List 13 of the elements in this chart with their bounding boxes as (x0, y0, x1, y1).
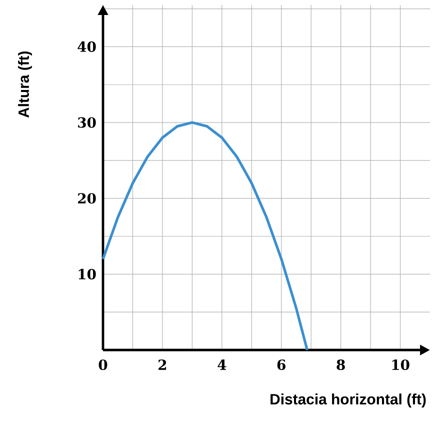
x-tick-label: 10 (392, 359, 410, 370)
x-tick-label: 0 (98, 359, 108, 370)
line-series (102, 121, 309, 352)
x-axis-title: Distacia horizontal (ft) (270, 394, 426, 408)
x-tick-label: 4 (218, 359, 226, 370)
y-tick-label: 20 (78, 193, 96, 204)
y-tick-label: 40 (78, 41, 96, 52)
x-tick-label: 6 (277, 359, 286, 370)
x-tick-label: 2 (158, 359, 166, 370)
y-axis-title: Altura (ft) (18, 51, 32, 118)
y-tick-label: 30 (78, 117, 96, 128)
y-tick-label: 10 (78, 268, 96, 280)
x-tick-label: 8 (336, 359, 345, 370)
